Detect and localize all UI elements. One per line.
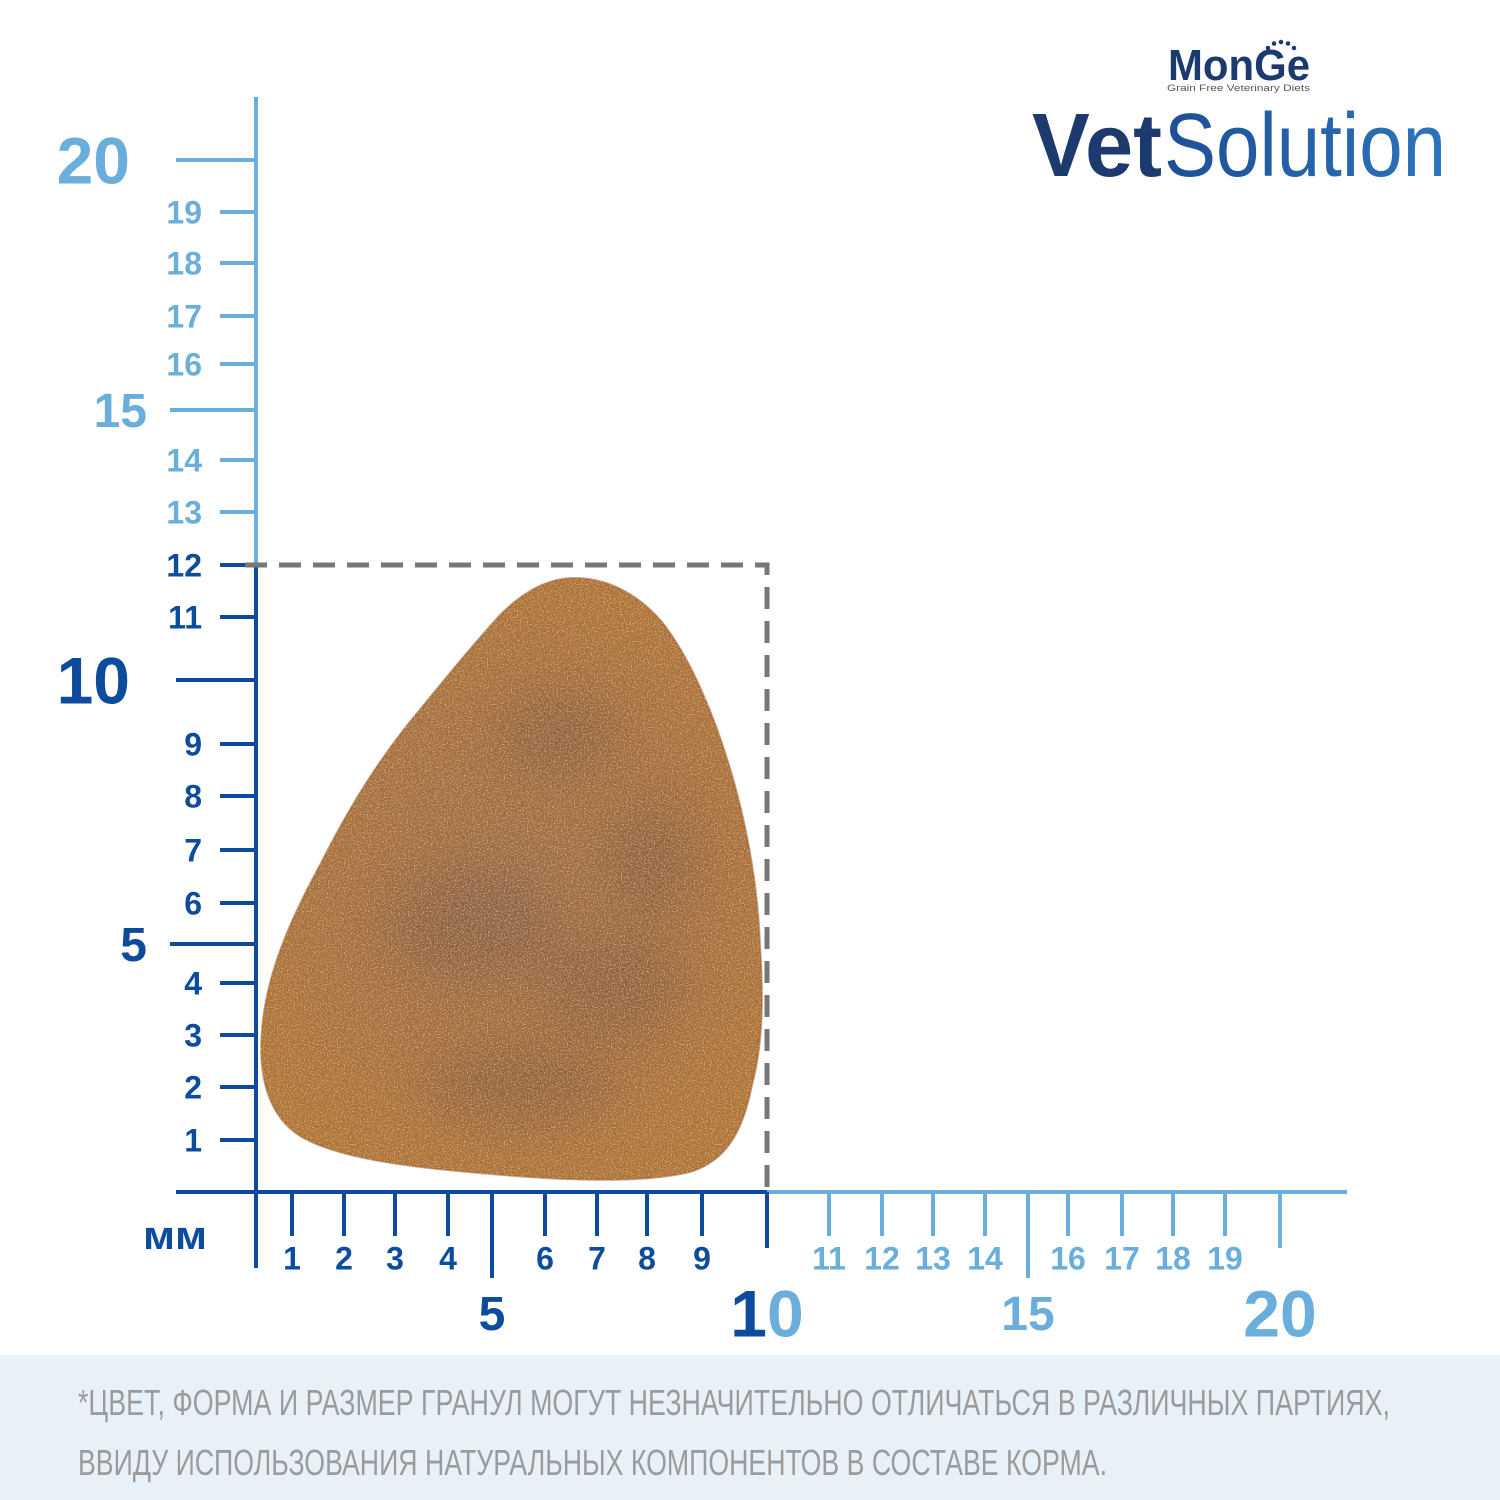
y-axis-label: 1 (184, 1123, 202, 1159)
x-axis-label: 7 (588, 1241, 606, 1277)
y-axis-label: 10 (57, 644, 130, 718)
y-axis-label: 9 (184, 727, 202, 763)
x-axis-label: 5 (479, 1288, 506, 1341)
kibble-image (260, 576, 763, 1181)
y-axis-label: 20 (57, 124, 130, 198)
x-axis-label: 9 (693, 1241, 711, 1277)
kibble-shading (261, 577, 762, 1180)
x-axis-label: 16 (1050, 1241, 1086, 1277)
x-axis-label: 6 (536, 1241, 554, 1277)
x-axis-label: 2 (335, 1241, 353, 1277)
x-axis-label: 19 (1207, 1241, 1243, 1277)
disclaimer-line-1: *ЦВЕТ, ФОРМА И РАЗМЕР ГРАНУЛ МОГУТ НЕЗНА… (78, 1382, 1390, 1423)
brand-logo: MonGe Grain Free Veterinary Diets Vet So… (1032, 39, 1446, 196)
y-axis-label: 16 (166, 347, 202, 383)
x-axis-label: 14 (967, 1241, 1003, 1277)
x-axis-label: 12 (864, 1241, 900, 1277)
y-axis-label: 8 (184, 779, 202, 815)
x-axis-label: 3 (386, 1241, 404, 1277)
x-axis-label: 4 (439, 1241, 457, 1277)
x-axis-label: 10 (730, 1277, 803, 1351)
y-axis-label: 19 (166, 195, 202, 231)
y-axis-label: 5 (120, 919, 147, 972)
y-axis-label: 7 (184, 833, 202, 869)
x-axis-label: 13 (915, 1241, 951, 1277)
y-axis-label: 12 (166, 548, 202, 584)
unit-label: мм (143, 1214, 207, 1258)
y-axis-label: 6 (184, 886, 202, 922)
y-axis-label: 11 (168, 600, 202, 636)
y-axis-label: 3 (184, 1018, 202, 1054)
x-axis-label: 18 (1155, 1241, 1191, 1277)
x-axis-label: 17 (1104, 1241, 1140, 1277)
product-name-bold: Vet (1032, 96, 1162, 196)
y-axis-label: 17 (166, 299, 202, 335)
x-axis-label: 15 (1001, 1288, 1054, 1341)
brand-wordmark: MonGe (1168, 41, 1310, 90)
kibble-bounding-box (245, 562, 770, 1192)
disclaimer-band (0, 1355, 1500, 1500)
brand-tagline: Grain Free Veterinary Diets (1167, 83, 1311, 93)
y-axis-label: 13 (166, 495, 202, 531)
x-axis-label: 11 (812, 1241, 846, 1277)
disclaimer-line-2: ВВИДУ ИСПОЛЬЗОВАНИЯ НАТУРАЛЬНЫХ КОМПОНЕН… (78, 1442, 1107, 1483)
y-axis-label: 4 (184, 966, 202, 1002)
product-name-light: Solution (1164, 96, 1446, 196)
x-axis-label: 20 (1243, 1277, 1316, 1351)
y-axis-label: 2 (184, 1070, 202, 1106)
y-axis-label: 18 (166, 246, 202, 282)
x-axis-label: 8 (638, 1241, 656, 1277)
x-axis-label: 1 (283, 1241, 301, 1277)
y-axis-label: 14 (166, 443, 202, 479)
y-axis-label: 15 (94, 385, 147, 438)
disclaimer: *ЦВЕТ, ФОРМА И РАЗМЕР ГРАНУЛ МОГУТ НЕЗНА… (0, 1355, 1500, 1500)
crown-dots-icon (1265, 39, 1297, 51)
